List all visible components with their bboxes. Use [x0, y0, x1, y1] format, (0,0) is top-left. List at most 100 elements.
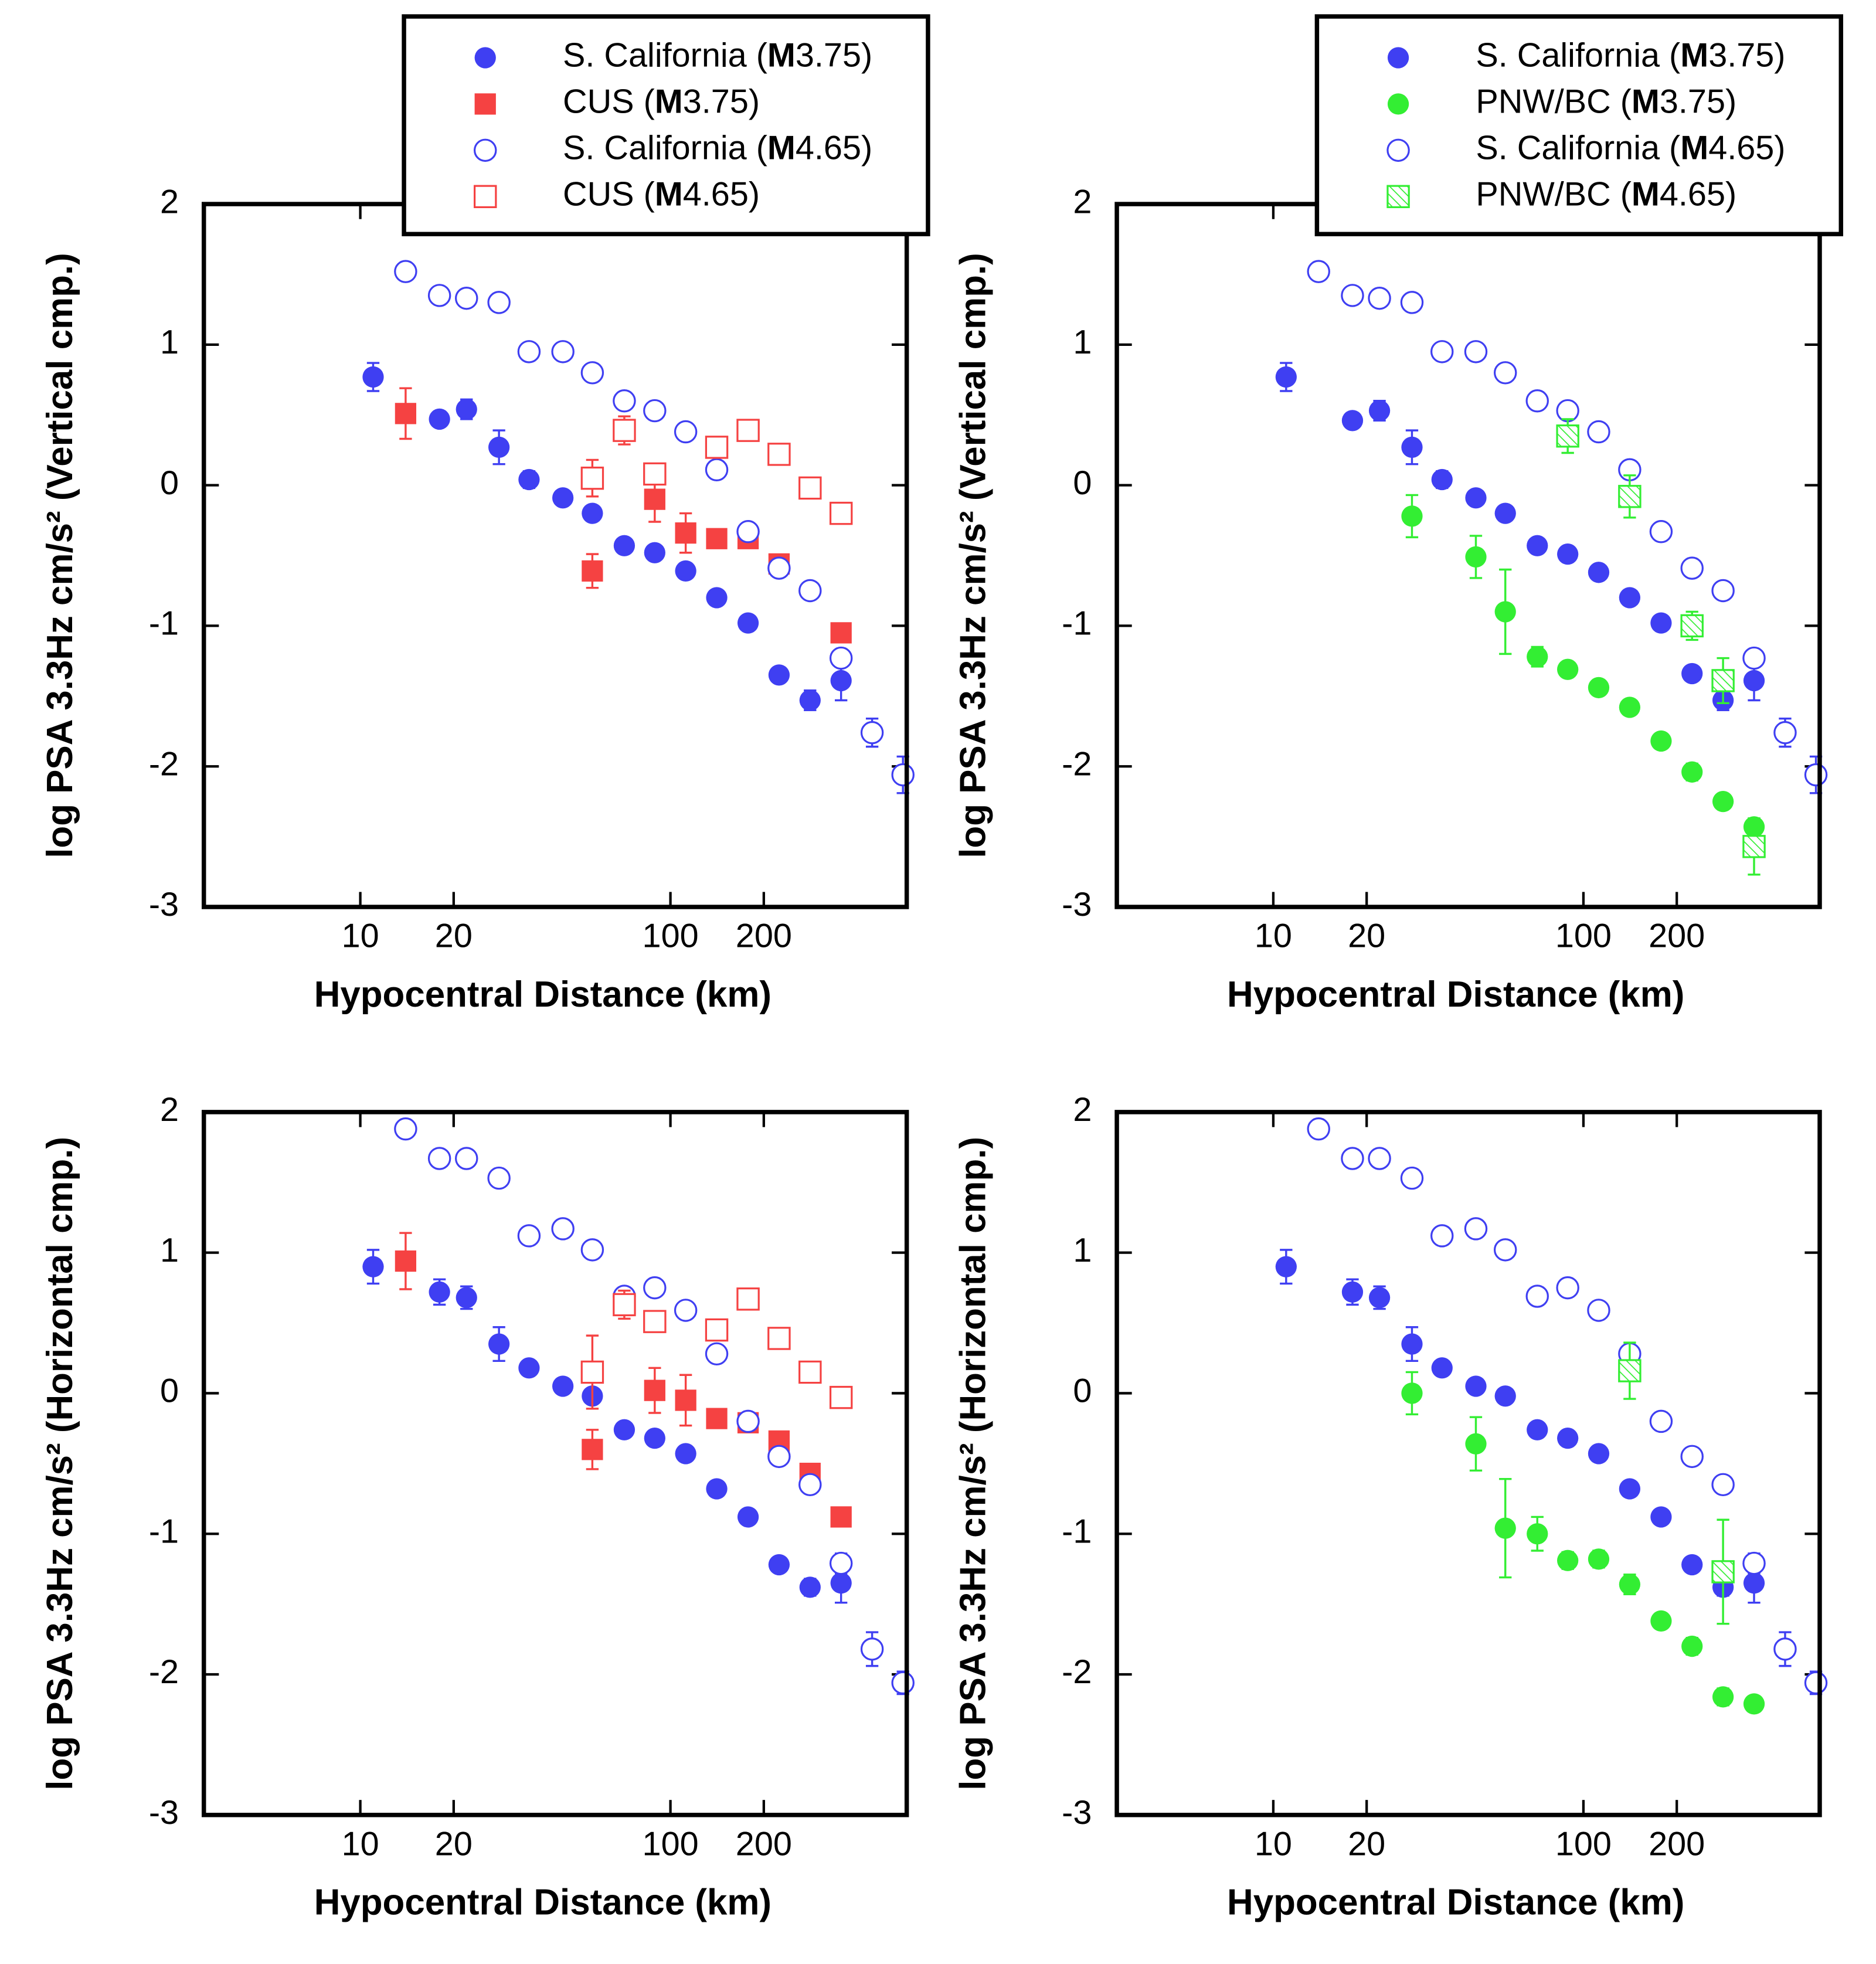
plot-frame — [1114, 1110, 1822, 1817]
marker — [1742, 646, 1766, 670]
x-tick-label: 100 — [643, 918, 699, 955]
marker — [736, 419, 760, 442]
marker — [1743, 1693, 1765, 1715]
marker — [1368, 1287, 1391, 1309]
marker — [830, 1572, 852, 1594]
marker — [394, 260, 417, 283]
x-axis-label: Hypocentral Distance (km) — [314, 974, 772, 1015]
legend-label-part: 3.75) — [683, 83, 760, 121]
marker — [1742, 1551, 1766, 1575]
legend-marker — [474, 47, 496, 69]
marker — [1464, 1217, 1488, 1241]
marker — [1587, 420, 1610, 444]
marker — [1681, 1554, 1703, 1576]
marker — [1650, 1610, 1672, 1632]
marker — [1401, 1333, 1423, 1355]
marker — [487, 291, 511, 314]
x-tick-label: 200 — [1649, 1825, 1705, 1863]
x-tick-label: 20 — [435, 1825, 473, 1863]
marker — [829, 1385, 853, 1409]
marker — [1588, 1443, 1610, 1464]
marker — [552, 487, 574, 509]
x-axis-label: Hypocentral Distance (km) — [314, 1883, 772, 1923]
marker — [1742, 835, 1766, 858]
marker — [1465, 546, 1487, 568]
legend-marker — [1386, 185, 1410, 208]
legend-label-part: M — [1680, 37, 1708, 74]
marker — [830, 670, 852, 692]
marker — [1275, 366, 1297, 388]
marker — [1650, 612, 1672, 634]
marker — [518, 468, 540, 491]
marker — [1588, 562, 1610, 583]
marker — [1401, 505, 1423, 527]
marker — [1431, 1357, 1453, 1379]
marker — [1557, 1428, 1579, 1449]
marker — [705, 1318, 729, 1342]
marker — [860, 721, 884, 745]
legend-label-part: 3.75) — [796, 37, 872, 74]
legend-label-part: 4.65) — [1708, 130, 1785, 167]
marker — [767, 1445, 791, 1469]
marker — [1430, 340, 1454, 363]
legend-marker — [474, 93, 496, 115]
x-tick-label: 100 — [1555, 1825, 1612, 1863]
marker — [1401, 436, 1423, 458]
marker — [675, 560, 696, 582]
marker — [455, 1147, 478, 1170]
marker — [1527, 535, 1548, 556]
marker — [1341, 284, 1364, 307]
marker — [427, 1147, 451, 1170]
marker — [582, 1439, 603, 1460]
marker — [1341, 1281, 1364, 1303]
y-tick-label: -2 — [149, 745, 179, 783]
marker — [362, 366, 384, 388]
legend-label: PNW/BC (M3.75) — [1476, 83, 1736, 121]
marker — [455, 286, 478, 310]
y-tick-label: 2 — [160, 183, 179, 220]
x-tick-label: 20 — [435, 918, 473, 955]
marker — [1619, 696, 1641, 718]
marker — [798, 579, 822, 603]
x-tick-label: 10 — [342, 1825, 379, 1863]
marker — [1527, 646, 1548, 668]
marker — [1368, 1147, 1391, 1170]
marker — [1711, 579, 1735, 603]
marker — [1619, 1478, 1641, 1500]
marker — [1618, 1359, 1642, 1382]
y-tick-label: -2 — [1062, 1653, 1092, 1691]
x-tick-label: 200 — [736, 918, 792, 955]
legend-label-part: 4.65) — [683, 175, 760, 213]
legend-label: CUS (M3.75) — [563, 83, 760, 121]
legend-label-part: 4.65) — [796, 130, 872, 167]
marker — [488, 436, 510, 458]
marker — [1341, 410, 1364, 431]
marker — [456, 399, 477, 420]
marker — [1556, 424, 1579, 448]
marker — [1307, 260, 1330, 283]
y-tick-label: 0 — [160, 1372, 179, 1410]
legend-label: S. California (M4.65) — [1476, 130, 1785, 167]
marker — [798, 476, 822, 500]
marker — [1711, 1473, 1735, 1497]
legend-label-part: M — [1632, 175, 1660, 213]
legend-label-part: CUS ( — [563, 83, 655, 121]
marker — [582, 502, 603, 524]
y-tick-label: -1 — [1062, 605, 1092, 643]
marker — [1619, 587, 1641, 609]
legend-label: PNW/BC (M4.65) — [1476, 175, 1736, 213]
legend-marker — [1387, 93, 1409, 115]
marker — [551, 340, 575, 363]
marker — [829, 646, 853, 670]
marker — [613, 1419, 635, 1440]
legend-label: S. California (M4.65) — [563, 130, 872, 167]
y-tick-label: 2 — [1073, 1091, 1092, 1129]
marker — [643, 399, 667, 423]
marker — [1588, 1548, 1610, 1570]
x-tick-label: 200 — [1649, 918, 1705, 955]
marker — [395, 403, 417, 424]
legend-label-part: M — [1632, 83, 1660, 121]
marker — [705, 1342, 729, 1366]
y-tick-label: -1 — [149, 605, 179, 643]
marker — [1587, 1299, 1610, 1322]
